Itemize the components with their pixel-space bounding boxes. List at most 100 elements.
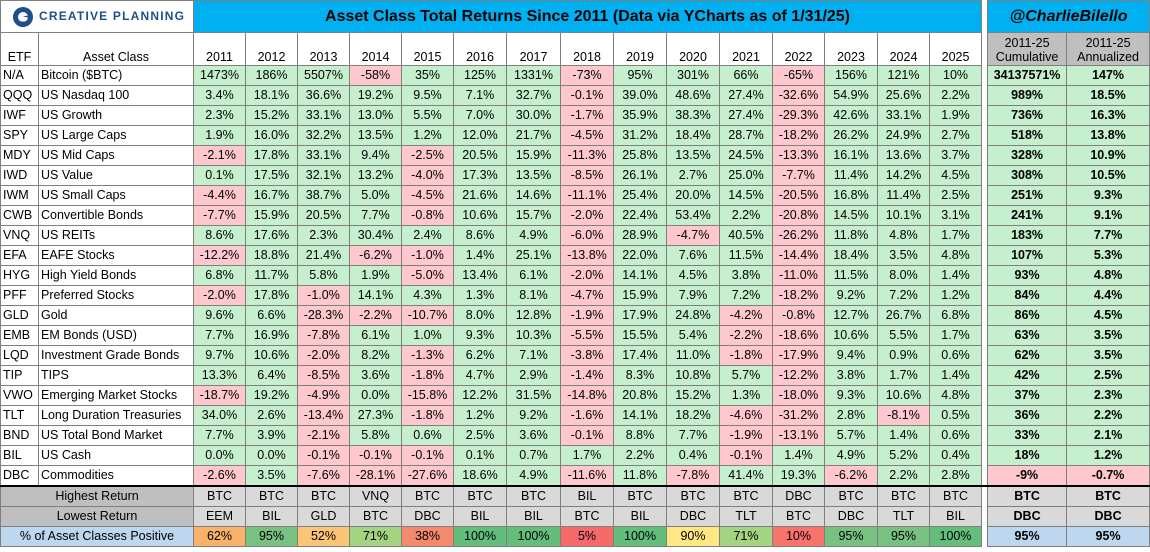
lowest-return-cell: DBC (666, 506, 720, 527)
etf-ticker: SPY (0, 125, 39, 146)
return-cell: -18.6% (772, 325, 825, 346)
lowest-return-cell: BTC (349, 506, 402, 527)
logo: CREATIVE PLANNING (0, 0, 194, 33)
return-cell: 2.2% (928, 85, 983, 106)
pct-positive-cell: 10% (772, 526, 825, 547)
year-header: 2017 (506, 32, 561, 66)
return-cell: -4.7% (560, 285, 614, 306)
return-cell: 10.6% (877, 385, 930, 406)
pct-positive-cell: 100% (613, 526, 667, 547)
table-row: VNQ US REITs 8.6% 17.6% 2.3% 30.4% 2.4% 8.6% 4.9… (0, 225, 1150, 246)
return-cell: -2.2% (719, 325, 773, 346)
annualized-return: 13.8% (1066, 125, 1150, 146)
return-cell: 5.2% (877, 445, 930, 466)
return-cell: 7.0% (453, 105, 507, 126)
return-cell: 34.0% (193, 405, 246, 426)
return-cell: 11.5% (719, 245, 773, 266)
cumulative-return: 84% (987, 285, 1068, 306)
return-cell: 12.0% (453, 125, 507, 146)
asset-class-name: Long Duration Treasuries (38, 405, 194, 426)
return-cell: 301% (666, 65, 720, 86)
return-cell: -12.2% (193, 245, 246, 266)
return-cell: 2.2% (719, 205, 773, 226)
table-row: HYG High Yield Bonds 6.8% 11.7% 5.8% 1.9% -5.0… (0, 265, 1150, 286)
pct-positive-label: % of Asset Classes Positive (0, 526, 194, 547)
annualized-return: -0.7% (1066, 465, 1150, 487)
pct-positive-cell: 95% (877, 526, 930, 547)
return-cell: -29.3% (772, 105, 825, 126)
return-cell: 4.5% (928, 165, 983, 186)
return-cell: 2.8% (928, 465, 983, 487)
return-cell: 1.3% (453, 285, 507, 306)
return-cell: 1.7% (877, 365, 930, 386)
return-cell: 4.5% (666, 265, 720, 286)
asset-class-name: US Large Caps (38, 125, 194, 146)
return-cell: -13.4% (297, 405, 350, 426)
table-row: DBC Commodities -2.6% 3.5% -7.6% -28.1% -27.6%… (0, 465, 1150, 487)
highest-return-cumulative: BTC (987, 485, 1068, 507)
return-cell: -14.8% (560, 385, 614, 406)
return-cell: 2.4% (401, 225, 454, 246)
etf-ticker: EMB (0, 325, 39, 346)
return-cell: -14.4% (772, 245, 825, 266)
table-row: TLT Long Duration Treasuries 34.0% 2.6% -13.… (0, 405, 1150, 426)
return-cell: -6.2% (349, 245, 402, 266)
return-cell: 39.0% (613, 85, 667, 106)
return-cell: 25.4% (613, 185, 667, 206)
return-cell: 22.4% (613, 205, 667, 226)
return-cell: 16.8% (824, 185, 878, 206)
cumulative-return: 308% (987, 165, 1068, 186)
return-cell: 3.6% (349, 365, 402, 386)
return-cell: 10.3% (506, 325, 561, 346)
return-cell: -2.0% (193, 285, 246, 306)
annualized-return: 147% (1066, 65, 1150, 86)
return-cell: 25.0% (719, 165, 773, 186)
return-cell: 20.8% (613, 385, 667, 406)
return-cell: -3.8% (560, 345, 614, 366)
return-cell: 10.6% (453, 205, 507, 226)
cumulative-return: 518% (987, 125, 1068, 146)
highest-return-cell: VNQ (349, 485, 402, 507)
cumulative-return: 33% (987, 425, 1068, 446)
cumulative-header: 2011-25 Cumulative (987, 32, 1068, 66)
return-cell: 17.3% (453, 165, 507, 186)
annualized-return: 4.4% (1066, 285, 1150, 306)
return-cell: -7.8% (297, 325, 350, 346)
return-cell: 19.2% (349, 85, 402, 106)
highest-return-cell: BTC (453, 485, 507, 507)
return-cell: 18.8% (245, 245, 298, 266)
return-cell: -2.0% (560, 205, 614, 226)
return-cell: 21.7% (506, 125, 561, 146)
return-cell: 5.8% (349, 425, 402, 446)
return-cell: 7.1% (453, 85, 507, 106)
cumulative-return: 251% (987, 185, 1068, 206)
return-cell: 35.9% (613, 105, 667, 126)
return-cell: 25.6% (877, 85, 930, 106)
table-row: MDY US Mid Caps -2.1% 17.8% 33.1% 9.4% -2.5% 20… (0, 145, 1150, 166)
return-cell: 1.7% (928, 325, 983, 346)
return-cell: 31.2% (613, 125, 667, 146)
year-header: 2025 (928, 32, 983, 66)
return-cell: 8.0% (453, 305, 507, 326)
return-cell: 1331% (506, 65, 561, 86)
return-cell: 32.1% (297, 165, 350, 186)
annualized-header-line: Annualized (1077, 50, 1139, 64)
return-cell: 3.5% (877, 245, 930, 266)
table-row: EFA EAFE Stocks -12.2% 18.8% 21.4% -6.2% -1.0%… (0, 245, 1150, 266)
return-cell: 12.2% (453, 385, 507, 406)
return-cell: 0.4% (666, 445, 720, 466)
annualized-return: 2.3% (1066, 385, 1150, 406)
return-cell: 14.1% (349, 285, 402, 306)
return-cell: 20.5% (453, 145, 507, 166)
return-cell: 9.2% (824, 285, 878, 306)
return-cell: 4.8% (928, 385, 983, 406)
return-cell: 6.1% (349, 325, 402, 346)
return-cell: 7.2% (719, 285, 773, 306)
return-cell: 125% (453, 65, 507, 86)
return-cell: 27.4% (719, 85, 773, 106)
highest-return-cell: BTC (928, 485, 983, 507)
return-cell: 1.0% (401, 325, 454, 346)
return-cell: -0.1% (719, 445, 773, 466)
return-cell: 48.6% (666, 85, 720, 106)
asset-class-name: US REITs (38, 225, 194, 246)
